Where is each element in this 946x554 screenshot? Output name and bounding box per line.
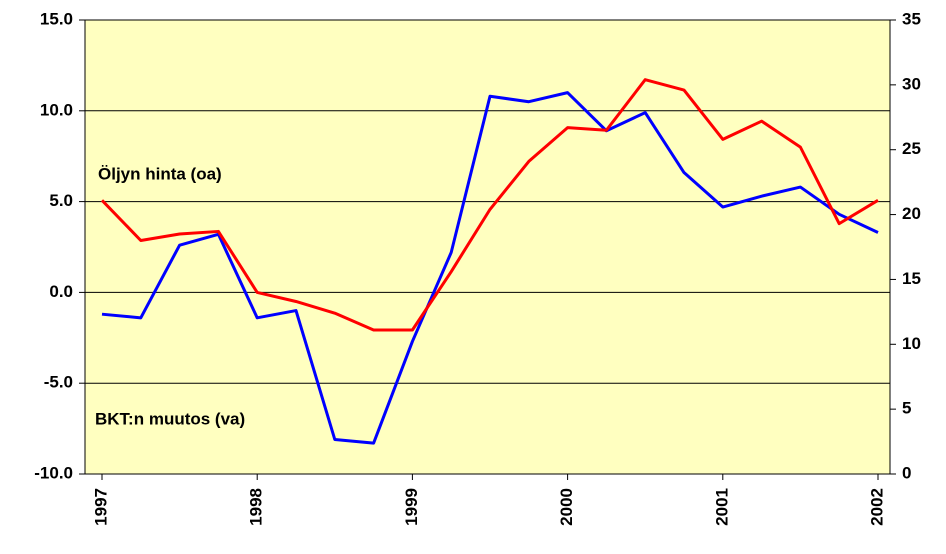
plot-border [84, 19, 891, 475]
y-tick-label: 15.0 [40, 9, 73, 28]
y2-tick-label: 0 [902, 463, 911, 482]
y-tick-label: 5.0 [49, 191, 73, 210]
x-tick-label: 1997 [91, 488, 110, 526]
y2-tick-label: 15 [902, 269, 921, 288]
series-label: BKT:n muutos (va) [95, 409, 245, 428]
x-tick-label: 2002 [867, 488, 886, 526]
series-line [101, 91, 879, 445]
y-tick-label: 10.0 [40, 100, 73, 119]
y2-tick-label: 35 [902, 9, 921, 28]
plot-area [85, 20, 890, 474]
y2-tick-label: 20 [902, 204, 921, 223]
y2-tick-label: 25 [902, 139, 921, 158]
x-tick-label: 2001 [712, 488, 731, 526]
y2-tick-label: 30 [902, 74, 921, 93]
x-tick-label: 1999 [402, 488, 421, 526]
y-tick-label: -10.0 [34, 463, 73, 482]
x-tick-label: 1998 [247, 488, 266, 526]
x-tick-label: 2000 [557, 488, 576, 526]
y2-tick-label: 5 [902, 399, 911, 418]
y2-tick-label: 10 [902, 334, 921, 353]
series-line [100, 78, 879, 332]
y-tick-label: 0.0 [49, 282, 73, 301]
y-tick-label: -5.0 [44, 373, 73, 392]
series-label: Öljyn hinta (oa) [98, 164, 222, 183]
